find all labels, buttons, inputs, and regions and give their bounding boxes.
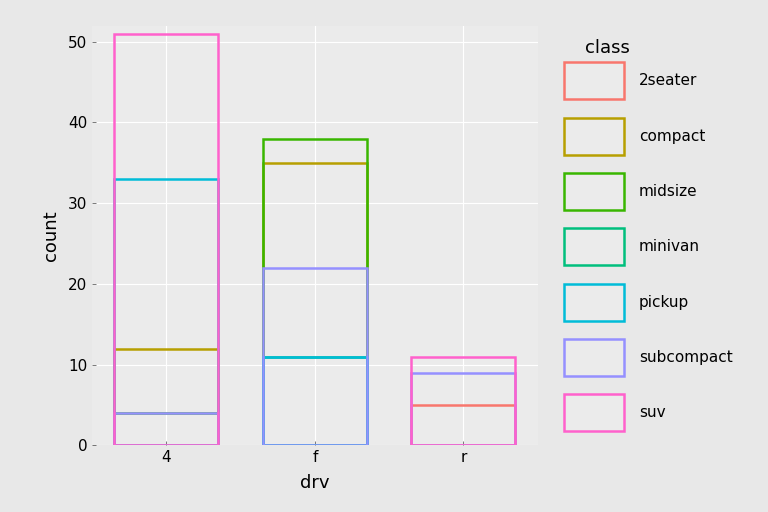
Y-axis label: count: count bbox=[41, 210, 60, 261]
Bar bbox=[114, 179, 218, 445]
FancyBboxPatch shape bbox=[564, 339, 624, 376]
FancyBboxPatch shape bbox=[564, 62, 624, 99]
Text: compact: compact bbox=[639, 129, 705, 144]
Bar bbox=[412, 405, 515, 445]
Text: pickup: pickup bbox=[639, 294, 689, 310]
Text: class: class bbox=[585, 39, 630, 57]
FancyBboxPatch shape bbox=[564, 394, 624, 431]
Bar bbox=[114, 349, 218, 445]
FancyBboxPatch shape bbox=[564, 228, 624, 265]
Text: 2seater: 2seater bbox=[639, 73, 697, 89]
FancyBboxPatch shape bbox=[564, 173, 624, 210]
Bar bbox=[412, 373, 515, 445]
Text: subcompact: subcompact bbox=[639, 350, 733, 365]
FancyBboxPatch shape bbox=[564, 284, 624, 321]
FancyBboxPatch shape bbox=[564, 118, 624, 155]
X-axis label: drv: drv bbox=[300, 474, 329, 492]
Bar bbox=[114, 413, 218, 445]
Bar bbox=[263, 357, 367, 445]
Bar bbox=[114, 34, 218, 445]
Bar bbox=[263, 357, 367, 445]
Bar bbox=[263, 268, 367, 445]
Bar bbox=[412, 357, 515, 445]
Text: midsize: midsize bbox=[639, 184, 697, 199]
Text: minivan: minivan bbox=[639, 239, 700, 254]
Text: suv: suv bbox=[639, 405, 666, 420]
Bar bbox=[114, 413, 218, 445]
Bar bbox=[263, 139, 367, 445]
Bar bbox=[263, 163, 367, 445]
